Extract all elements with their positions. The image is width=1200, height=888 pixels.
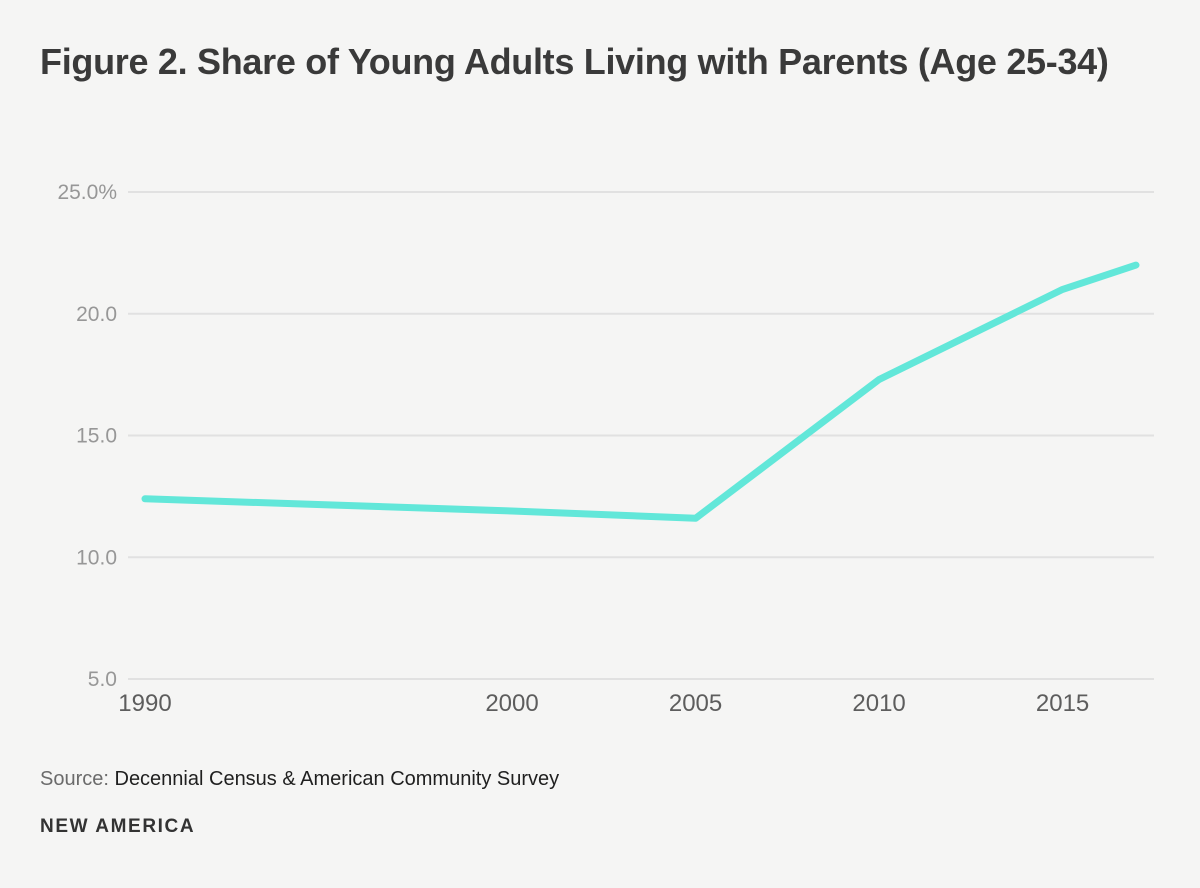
x-tick-label: 2015: [1036, 690, 1089, 717]
y-tick-label: 10.0: [76, 546, 117, 569]
x-tick-label: 2000: [485, 690, 538, 717]
x-tick-label: 1990: [118, 690, 171, 717]
y-tick-label: 15.0: [76, 425, 117, 448]
new-america-logo: NEW AMERICA: [40, 816, 196, 837]
figure-title: Figure 2. Share of Young Adults Living w…: [40, 41, 1109, 82]
y-tick-label: 25.0%: [57, 181, 117, 204]
x-tick-label: 2010: [852, 690, 905, 717]
data-line: [141, 261, 1140, 522]
y-tick-label: 5.0: [88, 668, 117, 691]
x-tick-label: 2005: [669, 690, 722, 717]
source-text: Decennial Census & American Community Su…: [108, 768, 560, 790]
source-note: Source: Decennial Census & American Comm…: [40, 768, 559, 791]
y-tick-label: 20.0: [76, 303, 117, 326]
source-label: Source:: [40, 768, 109, 790]
